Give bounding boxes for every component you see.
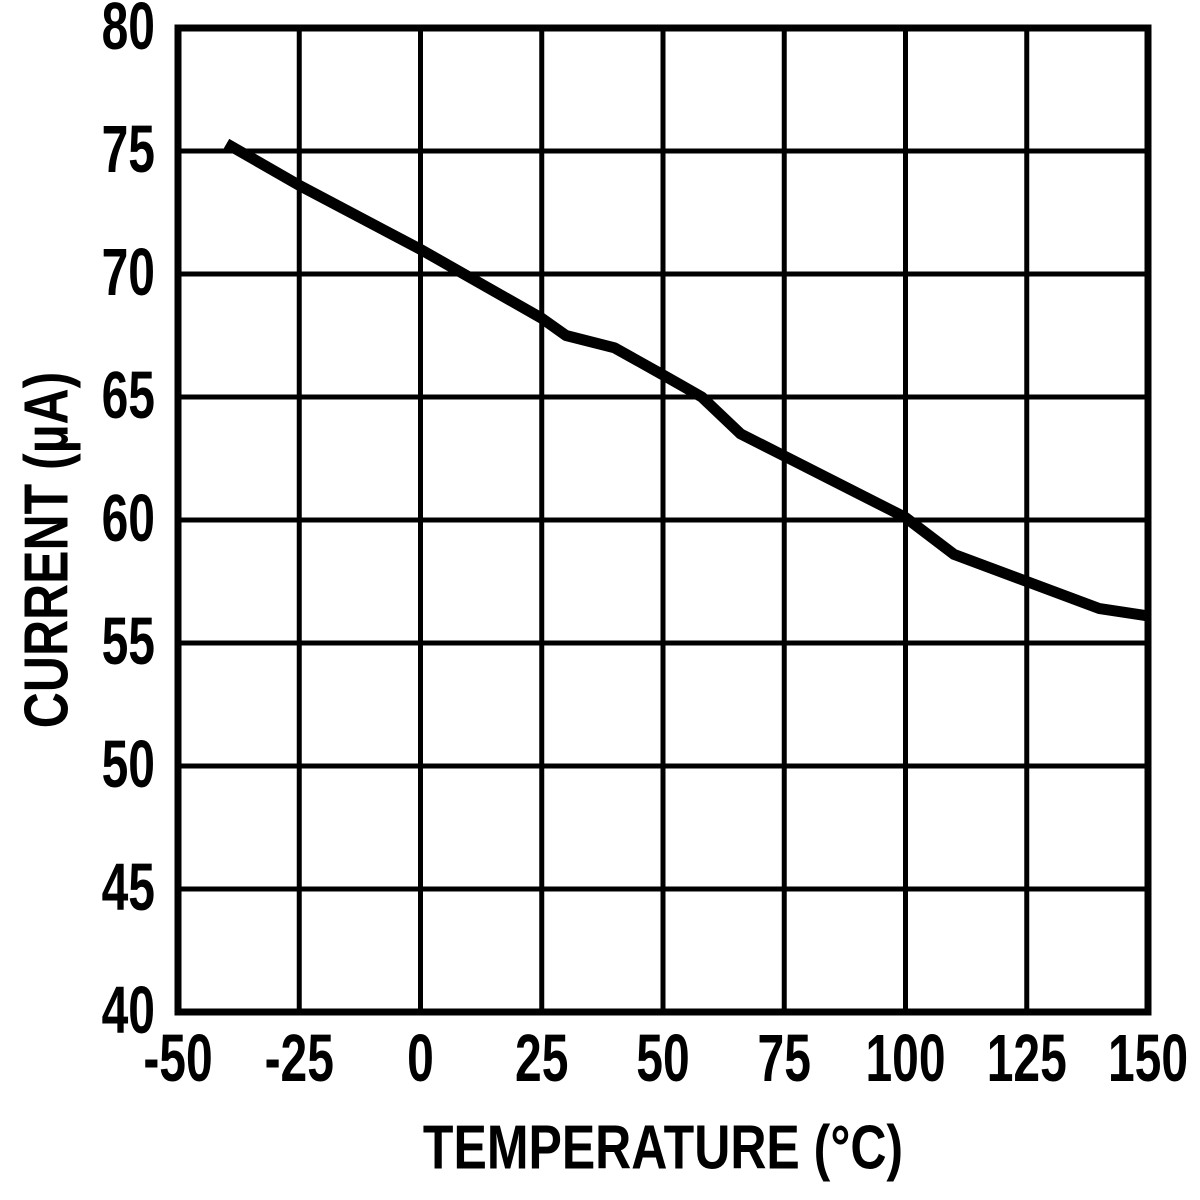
plot-frame: [174, 24, 1152, 1016]
data-line-current-vs-temperature: [223, 138, 1149, 622]
y-tick-label: 55: [101, 605, 155, 680]
x-tick-label: 125: [986, 1022, 1067, 1097]
y-tick-label: 75: [101, 113, 155, 188]
x-tick-label: 50: [636, 1022, 690, 1097]
x-tick-label: 0: [407, 1022, 434, 1097]
x-tick-label: 150: [1107, 1022, 1189, 1097]
y-tick-label: 65: [101, 359, 155, 434]
x-tick-label: 25: [515, 1022, 569, 1097]
y-tick-label: 50: [101, 728, 155, 803]
x-axis-title: TEMPERATURE (°C): [422, 1112, 904, 1182]
x-tick-label: 75: [757, 1022, 811, 1097]
x-tick-label: -25: [264, 1022, 334, 1097]
y-tick-label: 45: [101, 851, 155, 926]
y-tick-label: 70: [101, 236, 155, 311]
y-tick-label: 80: [101, 0, 155, 65]
y-axis-title: CURRENT (µA): [11, 371, 81, 729]
y-tick-label: 40: [101, 974, 155, 1049]
x-tick-label: 100: [865, 1022, 946, 1097]
x-tick-label: -50: [143, 1022, 213, 1097]
y-tick-label: 60: [101, 482, 155, 557]
